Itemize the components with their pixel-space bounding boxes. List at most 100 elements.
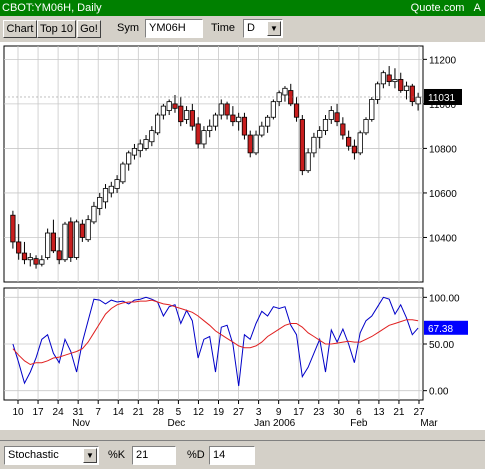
stoch-y-label: 100.00 [429, 293, 460, 304]
window-title: CBOT:YM06H, Daily [2, 2, 102, 14]
k-label: %K [108, 449, 126, 461]
candle-down [68, 221, 74, 258]
x-tick-label: 21 [393, 407, 405, 418]
go-button[interactable]: Go! [77, 20, 101, 38]
candle-down [189, 110, 195, 127]
candle-down [241, 116, 248, 136]
candle-down [21, 252, 28, 261]
candle-up [253, 134, 259, 154]
candle-down [299, 119, 305, 172]
candle-down [398, 78, 404, 91]
candle-up [62, 223, 68, 261]
candle-down [351, 145, 358, 154]
candle-down [230, 114, 236, 123]
candle-up [363, 119, 369, 134]
title-bar: CBOT:YM06H, Daily Quote.com A [0, 0, 485, 16]
candle-up [45, 232, 51, 258]
candle-up [270, 101, 276, 118]
candle-up [369, 99, 375, 120]
candle-down [195, 123, 201, 145]
x-tick-label: 17 [32, 407, 44, 418]
x-tick-label: 5 [176, 407, 182, 418]
stoch-k-line [12, 296, 419, 387]
candle-up [85, 219, 91, 241]
candle-up [97, 196, 103, 209]
candle-up [131, 148, 138, 156]
x-tick-label: 27 [413, 407, 425, 418]
stoch-value-badge [424, 320, 468, 335]
x-tick-label: 17 [293, 407, 305, 418]
candle-up [155, 114, 161, 134]
candle-up [126, 152, 132, 165]
stoch-d-line [12, 299, 419, 366]
corner-letter: A [473, 2, 481, 14]
x-tick-label: 6 [356, 407, 362, 418]
candle-down [346, 136, 352, 147]
candle-up [143, 139, 149, 149]
candle-up [236, 116, 242, 123]
candle-up [282, 87, 288, 96]
candle-up [149, 130, 155, 143]
price-y-label: 10800 [429, 144, 457, 155]
candle-up [403, 85, 410, 91]
price-chart-svg: 10 17 24 31 7 14 21 28 5 12 19 27 3 9 17 23 30 6 13 21 27 Nov… [3, 45, 468, 429]
candle-up [207, 125, 213, 132]
x-tick-label: 28 [153, 407, 165, 418]
candle-down [56, 250, 62, 261]
candle-down [409, 85, 415, 103]
candle-up [160, 105, 167, 116]
top10-button[interactable]: Top 10 [37, 20, 76, 38]
candle-up [91, 205, 97, 223]
month-label: Mar [420, 418, 438, 429]
time-select[interactable]: D ▼ [243, 19, 283, 38]
x-tick-label: 30 [333, 407, 345, 418]
chart-area: 10 17 24 31 7 14 21 28 5 12 19 27 3 9 17 23 30 6 13 21 27 Nov… [0, 42, 485, 430]
candle-up [380, 72, 386, 85]
candle-down [178, 105, 184, 123]
price-y-label: 11200 [429, 55, 457, 66]
x-tick-label: 14 [113, 407, 125, 418]
price-y-label: 10600 [429, 189, 457, 200]
month-label: Nov [72, 418, 90, 429]
x-tick-label: 21 [133, 407, 145, 418]
candle-down [340, 123, 346, 136]
price-y-label: 11000 [429, 100, 457, 111]
x-tick-label: 12 [193, 407, 205, 418]
d-label: %D [187, 449, 205, 461]
candle-up [392, 78, 398, 83]
candle-up [374, 83, 381, 100]
candle-up [311, 136, 317, 154]
month-label: Dec [168, 418, 186, 429]
x-tick-label: 10 [12, 407, 24, 418]
time-label: Time [211, 22, 236, 34]
x-tick-label: 19 [213, 407, 225, 418]
candle-up [328, 110, 334, 120]
candle-up [27, 257, 33, 261]
price-y-label: 10400 [429, 233, 457, 244]
x-tick-label: 27 [233, 407, 245, 418]
x-tick-label: 24 [53, 407, 65, 418]
candle-up [212, 114, 219, 127]
x-tick-label: 23 [313, 407, 325, 418]
candle-up [73, 221, 80, 258]
x-tick-label: 7 [95, 407, 101, 418]
chart-button[interactable]: Chart [3, 20, 37, 38]
candle-up [166, 101, 172, 111]
indicator-select-value: Stochastic [8, 449, 59, 461]
candle-up [114, 179, 120, 189]
month-label: Jan 2006 [254, 418, 296, 429]
symbol-input[interactable]: YM06H [145, 19, 203, 38]
indicator-chevron-down-icon[interactable]: ▼ [83, 448, 97, 463]
candle-down [172, 103, 178, 109]
indicator-select[interactable]: Stochastic ▼ [4, 446, 99, 465]
candle-up [415, 96, 421, 105]
x-tick-label: 13 [373, 407, 385, 418]
candle-down [334, 112, 340, 123]
k-input[interactable]: 21 [132, 446, 176, 465]
chevron-down-icon[interactable]: ▼ [267, 21, 281, 36]
d-input[interactable]: 14 [209, 446, 255, 465]
candle-down [386, 74, 392, 83]
stoch-y-label: 50.00 [429, 340, 454, 351]
candle-up [183, 110, 190, 120]
candle-down [79, 223, 85, 238]
